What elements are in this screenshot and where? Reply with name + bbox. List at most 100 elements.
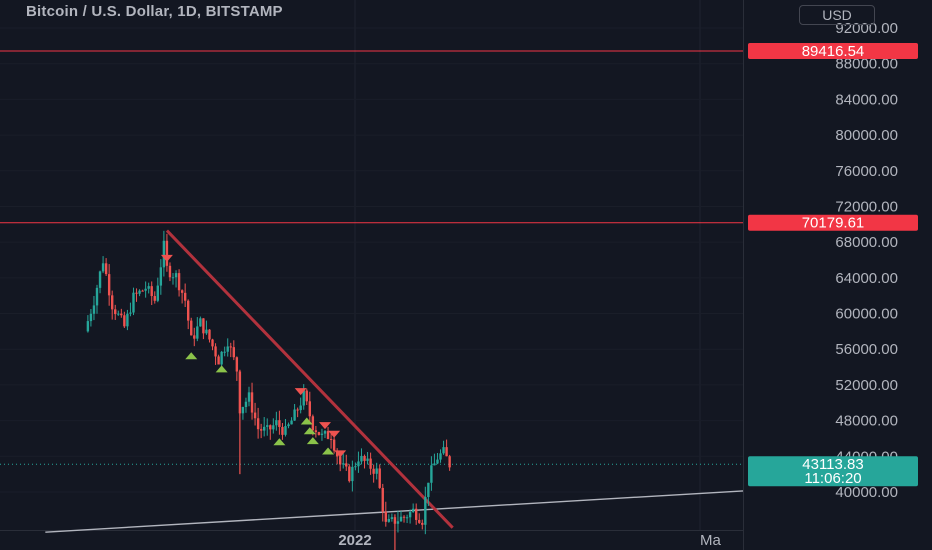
- price-tick-label: 40000.00: [835, 484, 898, 501]
- candle-body: [424, 497, 427, 525]
- candle-body: [387, 518, 391, 522]
- candle-body: [396, 521, 400, 524]
- buy-signal-marker: [303, 427, 316, 435]
- candle-body: [448, 456, 451, 468]
- candle-body: [111, 295, 114, 310]
- candle-body: [439, 453, 442, 460]
- candle-body: [375, 468, 378, 474]
- candle-body: [329, 438, 333, 440]
- candle-body: [95, 287, 99, 306]
- candle-body: [171, 277, 175, 279]
- price-tag: [748, 43, 918, 60]
- candle-body: [427, 482, 430, 498]
- candle-body: [129, 312, 132, 314]
- candle-body: [126, 313, 129, 327]
- candle-body: [296, 409, 299, 411]
- candle-body: [308, 401, 311, 417]
- price-tick-label: 72000.00: [835, 198, 898, 215]
- candle-body: [183, 292, 187, 301]
- candle-body: [405, 517, 409, 519]
- candle-body: [284, 426, 287, 435]
- candle-body: [323, 431, 327, 434]
- currency-button[interactable]: USD: [799, 5, 875, 25]
- candle-body: [162, 240, 166, 268]
- candle-body: [272, 425, 275, 430]
- candle-body: [293, 409, 296, 421]
- candle-body: [381, 487, 384, 512]
- candle-body: [256, 418, 260, 430]
- candle-body: [345, 463, 348, 467]
- candle-body: [253, 412, 257, 419]
- candle-body: [360, 455, 363, 462]
- candle-body: [141, 290, 144, 292]
- candle-body: [92, 305, 96, 314]
- sell-signal-marker: [328, 430, 341, 438]
- price-tick-label: 80000.00: [835, 127, 898, 144]
- candle-body: [354, 466, 357, 468]
- candle-body: [357, 461, 360, 467]
- candle-body: [436, 459, 439, 464]
- buy-signal-marker: [322, 447, 335, 455]
- candle-body: [408, 511, 412, 518]
- candle-body: [259, 429, 263, 431]
- signal-markers: [160, 254, 347, 458]
- candle-body: [263, 426, 266, 431]
- candle-body: [311, 416, 315, 431]
- candle-body: [193, 335, 196, 339]
- candle-body: [208, 329, 211, 340]
- candles: [86, 230, 451, 550]
- candle-body: [415, 508, 418, 520]
- candle-body: [278, 420, 281, 427]
- candle-body: [190, 320, 193, 336]
- candle-body: [314, 430, 318, 433]
- price-tag: [748, 456, 918, 487]
- candle-body: [287, 424, 290, 427]
- time-tick-label: 2022: [338, 532, 371, 549]
- candle-body: [220, 351, 223, 365]
- candle-body: [107, 274, 111, 296]
- chart-title: Bitcoin / U.S. Dollar, 1D, BITSTAMP: [26, 3, 283, 20]
- price-tick-label: 60000.00: [835, 306, 898, 323]
- candle-body: [372, 468, 375, 474]
- price-tick-label: 48000.00: [835, 413, 898, 430]
- candle-body: [217, 356, 220, 365]
- price-tick-label: 64000.00: [835, 270, 898, 287]
- candle-body: [86, 321, 90, 332]
- sell-signal-marker: [319, 422, 331, 430]
- candle-body: [196, 326, 199, 339]
- candle-body: [205, 329, 208, 334]
- candle-body: [339, 456, 342, 465]
- candle-body: [430, 465, 433, 483]
- price-tag: [748, 214, 918, 231]
- candle-body: [390, 517, 394, 519]
- candle-body: [226, 346, 229, 352]
- price-tick-label: 68000.00: [835, 234, 898, 251]
- candle-body: [317, 432, 321, 435]
- candle-body: [120, 313, 123, 316]
- candle-body: [202, 318, 205, 334]
- candle-body: [138, 290, 141, 294]
- candle-body: [269, 425, 272, 430]
- price-axis: 92000.0088000.0084000.0080000.0076000.00…: [748, 20, 918, 501]
- price-tag-label: 70179.61: [802, 215, 865, 232]
- candle-body: [266, 425, 269, 427]
- candle-body: [302, 390, 305, 406]
- candle-body: [147, 286, 150, 289]
- candle-body: [153, 296, 156, 301]
- price-tag-label: 43113.83: [802, 456, 863, 473]
- support-trendline: [45, 490, 744, 533]
- candle-body: [214, 346, 217, 357]
- candle-body: [132, 292, 135, 313]
- candle-body: [123, 315, 126, 327]
- candle-body: [421, 522, 424, 525]
- candle-body: [241, 407, 245, 414]
- price-tick-label: 52000.00: [835, 377, 898, 394]
- candle-body: [399, 516, 403, 522]
- candle-body: [433, 463, 436, 466]
- candle-body: [232, 347, 235, 358]
- candle-body: [117, 313, 120, 315]
- buy-signal-marker: [273, 438, 286, 446]
- candle-body: [378, 468, 381, 488]
- candle-body: [211, 339, 214, 347]
